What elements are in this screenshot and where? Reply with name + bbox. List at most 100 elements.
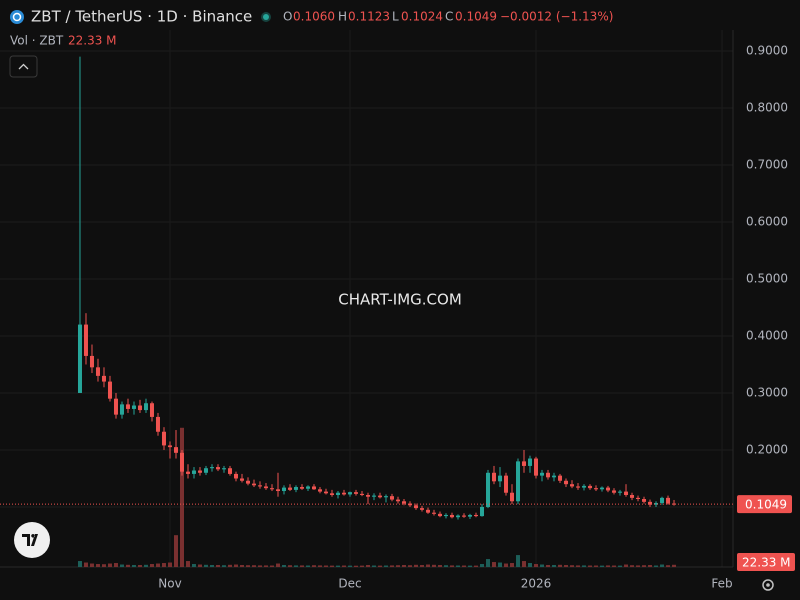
y-tick-label: 0.6000 [746, 214, 788, 228]
candle-body [378, 495, 383, 498]
settings-icon[interactable] [762, 579, 774, 591]
volume-bar [185, 561, 190, 567]
volume-bar [323, 565, 328, 567]
volume-bar [498, 562, 503, 567]
candle-body [203, 468, 208, 473]
y-tick-label: 0.5000 [746, 271, 788, 285]
candle-body [287, 487, 292, 490]
volume-bar [444, 565, 449, 567]
candle-body [329, 493, 334, 496]
candle-body [588, 485, 593, 489]
candle-body [335, 492, 340, 496]
candle-body [173, 447, 178, 453]
candle-body [119, 404, 124, 415]
candle-body [167, 445, 172, 448]
candle-body [432, 512, 437, 514]
candle-body [311, 486, 316, 490]
volume-bar [275, 563, 280, 567]
candle-body [107, 381, 112, 399]
candle-body [462, 515, 467, 517]
candle-body [654, 502, 659, 505]
grid [0, 30, 733, 567]
y-tick-label: 0.8000 [746, 100, 788, 114]
candle-body [372, 495, 377, 497]
volume-bar [642, 565, 647, 567]
volume-bar [161, 563, 166, 567]
volume-bar [347, 565, 352, 567]
volume-bar [191, 564, 196, 567]
candle-body [642, 498, 647, 502]
volume-bar [107, 563, 112, 567]
candle-body [480, 506, 485, 517]
volume-bar [215, 565, 220, 567]
axes-layer: 0.10000.20000.30000.40000.50000.60000.70… [0, 43, 795, 591]
close-value: 0.1049 [455, 10, 497, 24]
candle-body [594, 488, 599, 490]
candle-body [125, 404, 130, 409]
volume-bar [179, 427, 184, 567]
volume-bar [125, 564, 130, 567]
collapse-button[interactable] [9, 55, 38, 78]
candle-body [353, 492, 358, 494]
volume-bar [546, 565, 551, 567]
candle-body [414, 505, 419, 509]
collapse-icon [18, 63, 29, 70]
candle-body [546, 472, 551, 478]
candle-body [281, 487, 286, 492]
candle-body [576, 486, 581, 488]
coin-icon-ring [12, 12, 22, 22]
volume-bar [534, 564, 539, 567]
high-label: H [338, 10, 347, 24]
volume-bar [281, 565, 286, 567]
volume-bar [504, 563, 509, 567]
candle-body [498, 475, 503, 482]
volume-bar [528, 563, 533, 567]
volume-bar [462, 565, 467, 567]
volume-bar [317, 565, 322, 567]
candle-body [245, 480, 250, 484]
volume-bar [648, 565, 653, 567]
volume-bar [594, 565, 599, 567]
candle-body [275, 489, 280, 492]
candle-body [137, 405, 142, 411]
volume-bar [353, 565, 358, 567]
coin-icon [10, 10, 24, 24]
candle-body [209, 467, 214, 469]
candle-body [131, 405, 136, 409]
volume-bar [414, 564, 419, 567]
volume-bar [426, 564, 431, 567]
volume-bar [101, 564, 106, 567]
candle-body [161, 431, 166, 446]
y-tick-label: 0.2000 [746, 442, 788, 456]
candle-body [390, 496, 395, 500]
x-tick-label: Nov [158, 577, 181, 591]
change-value: −0.0012 (−1.13%) [500, 10, 613, 24]
candle-body [227, 468, 232, 474]
candle-body [402, 501, 407, 504]
volume-bar [269, 565, 274, 567]
tv-logo[interactable] [14, 522, 50, 558]
close-label: C [445, 10, 453, 24]
candle-body [444, 514, 449, 517]
volume-bar [540, 564, 545, 567]
candle-body [347, 492, 352, 495]
volume-header-value: 22.33 M [68, 34, 117, 48]
volume-bar [239, 565, 244, 567]
volume-bar [335, 565, 340, 567]
volume-bar [420, 565, 425, 567]
volume-bar [233, 564, 238, 567]
volume-bar [137, 565, 142, 567]
volume-bar [372, 565, 377, 567]
volume-bar [149, 564, 154, 567]
last-price-tag [737, 495, 792, 514]
volume-bar [257, 565, 262, 567]
candle-body [317, 489, 322, 492]
volume-bar [305, 565, 310, 567]
candle-body [474, 514, 479, 517]
candle-body [438, 513, 443, 517]
candle-body [648, 501, 653, 505]
candle-body [540, 472, 545, 476]
volume-bar [474, 565, 479, 567]
